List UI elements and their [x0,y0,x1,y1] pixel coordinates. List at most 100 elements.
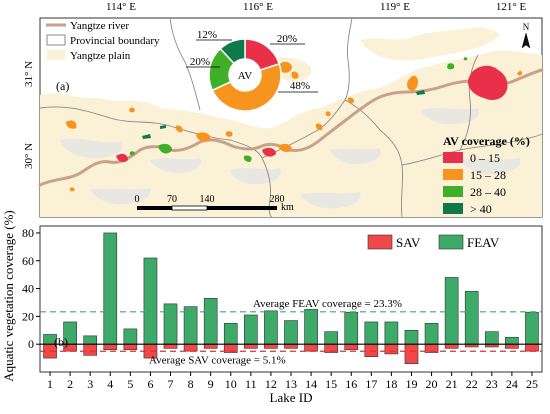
scale-seg-1 [171,205,208,211]
feav-bar [404,329,419,345]
x-tick-label: 2 [67,377,73,391]
lon-tick-119: 119° E [380,1,410,13]
feav-bar [464,291,479,345]
donut-slice-label: 20% [277,33,297,45]
coverage-swatch [443,203,463,214]
coverage-class-label: 0 – 15 [470,151,500,165]
lake-central-orange-7 [347,97,355,104]
sav-bar [83,343,98,356]
scale-tick-70: 70 [167,194,177,205]
lon-tick-116: 116° E [243,1,273,13]
map-panel: 114° E 116° E 119° E 121° E 31° N 30° N [23,1,544,218]
lake-west-green-2 [158,143,172,154]
coverage-class-label: > 40 [470,202,492,216]
lake-ne-green [463,57,468,61]
feav-bar [103,232,118,345]
y-tick-label: 80 [22,226,34,240]
y-tick-label: 0 [28,337,34,351]
x-tick-label: 24 [506,377,518,391]
chart-legend: SAV FEAV [367,234,500,250]
scale-tick-0: 0 [135,194,140,205]
x-tick-label: 25 [526,377,538,391]
chart-average-lines: Average FEAV coverage = 23.3% Average SAV… [40,298,542,366]
x-tick-label: 19 [405,377,417,391]
feav-bar [324,331,338,345]
x-tick-label: 17 [365,377,377,391]
x-tick-label: 7 [168,377,174,391]
feav-bar [244,314,258,345]
sav-bar [444,343,459,349]
feav-bar [444,277,459,345]
sav-bar [404,343,419,364]
map-legend: Yangtze river Provincial boundary Yangtz… [46,20,160,62]
scale-bar: 0 70 140 280 km [135,194,295,213]
x-tick-label: 18 [385,377,397,391]
lon-tick-114: 114° E [106,1,136,13]
legend-river-label: Yangtze river [70,20,129,32]
lake-east-green-1 [447,63,455,70]
donut-chart: 20% 48% 20% 12% AV [186,29,318,112]
legend-sav-label: SAV [396,235,421,250]
legend-plain-swatch [47,50,65,60]
x-tick-label: 8 [188,377,194,391]
sav-bar [284,343,298,349]
sav-bar [203,343,218,349]
lake-west-red-1 [116,153,128,163]
x-tick-label: 15 [325,377,337,391]
legend-boundary-swatch [46,34,66,46]
x-axis-label: Lake ID [270,390,313,405]
x-tick-label: 20 [426,377,438,391]
coverage-swatch [443,169,463,180]
lake-large-east [468,65,508,100]
sav-bar [505,343,519,349]
lakes [66,57,523,192]
feav-bar [505,336,519,345]
feav-bar [123,328,138,345]
x-tick-label: 16 [345,377,357,391]
lake-east-orange-1 [407,75,418,91]
x-tick-label: 5 [127,377,133,391]
feav-bar [364,321,379,345]
sav-bar [244,343,258,349]
north-label: N [523,22,530,32]
lake-west-green-1 [142,134,151,139]
sav-bar [364,343,379,358]
x-tick-label: 21 [446,377,458,391]
lake-central-orange-5 [315,123,323,131]
coverage-swatch [443,186,463,197]
coverage-legend-title: AV coverage (%) [443,134,530,148]
x-tick-label: 23 [486,377,498,391]
map-panel-label: (a) [56,79,69,93]
scale-tick-140: 140 [200,194,215,205]
feav-bar [344,311,359,345]
x-tick-label: 10 [225,377,237,391]
legend-feav-swatch [438,234,464,250]
feav-bar [163,303,178,345]
legend-plain-label: Yangtze plain [70,50,131,62]
coverage-legend: AV coverage (%) 0 – 15 15 – 28 28 – 40 > 40 [443,134,530,216]
lake-east-orange-2 [517,70,523,76]
feav-bar [384,321,399,345]
avg-feav-label: Average FEAV coverage = 23.3% [253,298,402,310]
x-tick-label: 1 [47,377,53,391]
x-tick-label: 13 [285,377,297,391]
x-tick-label: 3 [87,377,93,391]
feav-bar [284,320,298,345]
feav-bar [143,257,158,345]
sav-bar [264,343,278,349]
donut-slice-label: 20% [190,56,210,68]
y-axis-label: Aquatic vegetation coverage (%) [1,210,16,381]
y-tick-label: 40 [22,282,34,296]
legend-feav-label: FEAV [467,235,500,250]
chart-panel-label: (b) [54,335,68,349]
sav-bar [123,343,138,351]
y-tick-label: 60 [22,254,34,268]
feav-bar [223,323,238,345]
scale-tick-280: 280 [270,194,285,205]
sav-bar [163,343,178,349]
lake-east-green-2 [416,90,425,95]
feav-bar [525,311,539,345]
lake-north-orange-2 [291,71,299,79]
